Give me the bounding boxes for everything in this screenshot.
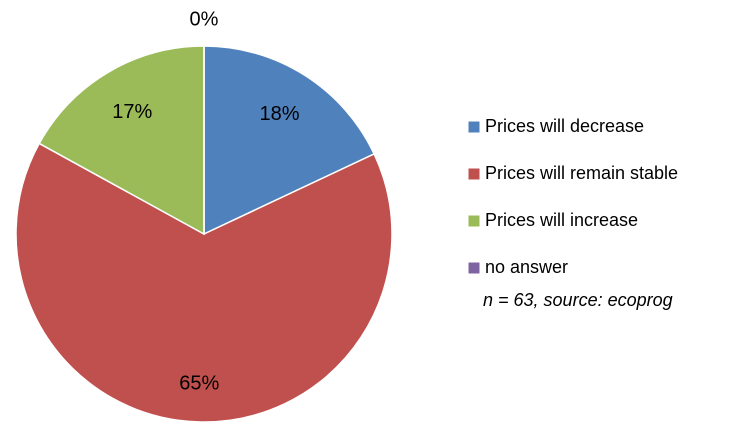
pie-slice: [203, 45, 376, 236]
data-label: 18%: [260, 103, 300, 125]
data-label: 0%: [190, 8, 219, 30]
annotation: n = 63, source: ecoprog: [483, 290, 673, 310]
pie-slice: [38, 45, 205, 236]
legend-swatch: [467, 261, 481, 275]
legend-swatch: [467, 167, 481, 181]
legend-label: no answer: [485, 257, 568, 277]
legend-label: Prices will remain stable: [485, 163, 678, 183]
legend-swatch: [467, 120, 481, 134]
data-label: 17%: [112, 101, 152, 123]
data-label: 65%: [179, 373, 219, 395]
legend-label: Prices will increase: [485, 210, 638, 230]
legend-label: Prices will decrease: [485, 116, 644, 136]
legend-swatch: [467, 214, 481, 228]
pie-slice: [15, 142, 393, 423]
